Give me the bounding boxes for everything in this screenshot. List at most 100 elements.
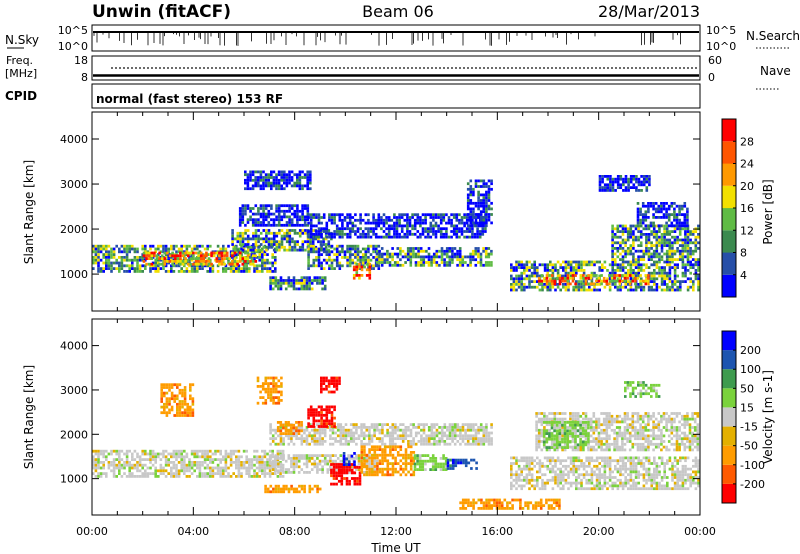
echo-cell xyxy=(315,247,318,251)
echo-cell xyxy=(190,270,194,273)
echo-cell xyxy=(309,218,313,222)
echo-cell xyxy=(395,224,399,228)
echo-cell xyxy=(616,183,620,187)
echo-cell xyxy=(681,241,685,245)
echo-cell xyxy=(92,458,95,461)
echo-cell xyxy=(442,227,446,231)
echo-cell xyxy=(203,452,207,456)
nave-dot xyxy=(339,67,341,69)
echo-cell xyxy=(650,247,653,250)
echo-cell xyxy=(268,270,272,273)
echo-cell xyxy=(322,237,325,241)
echo-cell xyxy=(435,249,439,253)
echo-cell xyxy=(244,187,247,191)
echo-region xyxy=(352,262,372,280)
echo-cell xyxy=(614,283,617,286)
echo-cell xyxy=(453,252,457,256)
echo-cell xyxy=(210,262,213,266)
echo-cell xyxy=(443,434,447,438)
echo-cell xyxy=(94,253,98,256)
echo-cell xyxy=(365,262,369,266)
echo-cell xyxy=(404,426,408,429)
echo-cell xyxy=(426,213,430,217)
echo-cell xyxy=(668,252,672,256)
echo-cell xyxy=(297,426,301,429)
echo-cell xyxy=(149,267,152,270)
echo-cell xyxy=(479,199,483,202)
echo-cell xyxy=(528,269,531,272)
echo-cell xyxy=(237,270,241,273)
echo-cell xyxy=(270,218,273,222)
echo-cell xyxy=(267,229,271,232)
echo-cell xyxy=(347,442,350,446)
echo-cell xyxy=(261,449,264,453)
echo-cell xyxy=(616,269,620,272)
echo-cell xyxy=(469,190,473,194)
echo-cell xyxy=(624,252,627,256)
echo-cell xyxy=(563,276,567,280)
echo-cell xyxy=(316,465,319,469)
echo-cell xyxy=(280,229,284,232)
echo-cell xyxy=(305,454,309,457)
echo-cell xyxy=(367,250,370,254)
echo-cell xyxy=(679,283,682,286)
echo-cell xyxy=(675,221,679,225)
echo-cell xyxy=(248,466,251,470)
echo-cell xyxy=(409,255,413,259)
echo-cell xyxy=(149,455,152,459)
echo-cell xyxy=(305,276,309,280)
echo-cell xyxy=(697,241,700,245)
echo-cell xyxy=(598,274,601,278)
echo-cell xyxy=(686,285,690,289)
echo-cell xyxy=(394,426,397,429)
echo-cell xyxy=(313,454,317,457)
echo-cell xyxy=(374,256,378,259)
echo-cell xyxy=(385,216,388,219)
echo-cell xyxy=(238,218,242,222)
nave-dot xyxy=(623,67,625,69)
echo-cell xyxy=(611,258,614,261)
echo-cell xyxy=(523,467,526,471)
echo-cell xyxy=(387,216,391,219)
echo-cell xyxy=(616,180,620,184)
echo-cell xyxy=(296,184,299,188)
echo-cell xyxy=(585,260,588,264)
echo-cell xyxy=(536,484,539,488)
echo-cell xyxy=(164,270,168,273)
echo-cell xyxy=(346,244,349,248)
echo-cell xyxy=(245,244,248,248)
echo-cell xyxy=(403,232,407,236)
echo-cell xyxy=(150,251,154,255)
nave-dot xyxy=(159,67,161,69)
echo-cell xyxy=(550,279,554,283)
echo-cell xyxy=(635,186,638,189)
echo-cell xyxy=(92,466,95,470)
echo-cell xyxy=(445,261,449,264)
echo-cell xyxy=(523,271,526,275)
echo-cell xyxy=(291,229,294,232)
echo-cell xyxy=(351,227,355,231)
echo-cell xyxy=(694,247,698,250)
echo-cell xyxy=(487,247,491,250)
echo-cell xyxy=(241,212,245,216)
echo-cell xyxy=(572,288,575,292)
echo-cell xyxy=(336,434,340,438)
echo-cell xyxy=(171,251,174,255)
echo-cell xyxy=(479,437,483,440)
echo-cell xyxy=(490,263,493,267)
nave-dot xyxy=(671,67,673,69)
echo-cell xyxy=(520,456,523,460)
echo-cell xyxy=(381,423,384,426)
nave-dot xyxy=(367,67,369,69)
echo-cell xyxy=(618,276,622,280)
echo-cell xyxy=(396,428,400,432)
echo-cell xyxy=(614,271,617,275)
echo-cell xyxy=(388,437,392,440)
echo-cell xyxy=(177,475,181,478)
echo-cell xyxy=(110,264,113,268)
echo-cell xyxy=(262,184,265,188)
echo-cell xyxy=(175,458,178,461)
nave-dot xyxy=(531,67,533,69)
echo-cell xyxy=(629,233,633,236)
echo-cell xyxy=(632,277,635,281)
